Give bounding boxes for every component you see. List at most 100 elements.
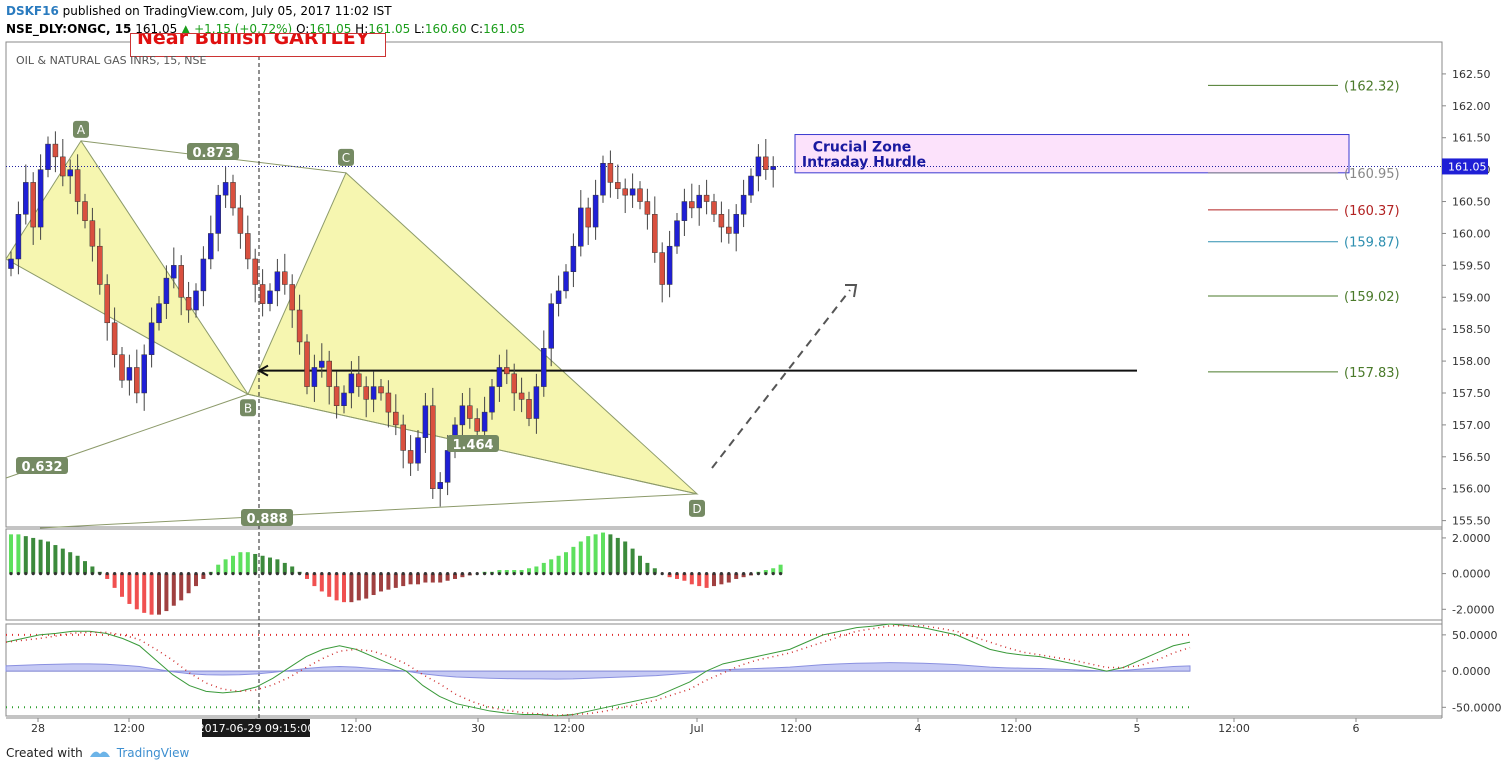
macd-bar	[630, 548, 635, 574]
candle	[615, 164, 621, 199]
x-tick-label: 28	[31, 722, 45, 735]
candle	[600, 155, 606, 203]
macd-bar	[504, 570, 509, 574]
pattern-point-marker	[689, 499, 705, 517]
macd-bar	[90, 566, 95, 574]
candle	[208, 215, 214, 270]
created-with-text: Created with	[6, 746, 83, 760]
macd-bar	[763, 570, 768, 574]
candle-body	[644, 201, 651, 215]
candle	[126, 354, 133, 396]
candle-body	[148, 322, 155, 355]
macd-bar	[231, 555, 235, 574]
macd-bar	[741, 573, 746, 578]
macd-signal-dot	[98, 572, 102, 576]
published-text: published on TradingView.com, July 05, 2…	[62, 4, 392, 18]
publisher-name[interactable]: DSKF16	[6, 4, 59, 18]
macd-bar	[290, 566, 295, 574]
pattern-ratio-label: 1.464	[452, 438, 493, 453]
candle	[82, 193, 88, 229]
candle-body	[104, 284, 110, 324]
candle	[740, 179, 747, 228]
candle	[511, 363, 517, 411]
close-label: C:	[470, 22, 484, 36]
candle-body	[341, 392, 347, 407]
macd-bar	[430, 573, 435, 583]
macd-signal-dot	[483, 572, 487, 576]
candle-body	[215, 194, 221, 234]
candle	[666, 230, 673, 298]
macd-signal-dot	[749, 572, 753, 576]
level-label: (160.95)	[1344, 167, 1400, 182]
macd-bar	[53, 545, 58, 574]
candle	[23, 164, 29, 225]
macd-signal-dot	[409, 572, 413, 576]
candle-body	[193, 290, 199, 311]
candle-body	[415, 437, 421, 464]
tradingview-brand[interactable]: TradingView	[116, 746, 190, 760]
candle-body	[245, 233, 251, 260]
candle-body	[666, 245, 673, 285]
macd-signal-dot	[327, 572, 331, 576]
macd-bar	[349, 573, 354, 603]
candle	[45, 136, 51, 178]
candle-body	[378, 386, 384, 394]
y-tick-label: 159.50	[1452, 259, 1491, 272]
candle-body	[437, 482, 443, 489]
candle-body	[748, 175, 754, 196]
y-tick-label: 157.00	[1452, 419, 1491, 432]
macd-bar	[105, 573, 110, 579]
macd-signal-dot	[527, 572, 531, 576]
macd-bar	[549, 559, 554, 574]
macd-signal-dot	[697, 572, 701, 576]
x-cursor-label: 2017-06-29 09:15:00	[198, 722, 315, 735]
macd-bar	[68, 552, 73, 574]
macd-bar	[586, 536, 591, 574]
candle-body	[481, 411, 488, 432]
candle-body	[37, 169, 44, 228]
price-change: ▲ +1.15 (+0.72%)	[181, 22, 293, 36]
y-tick-label: 158.50	[1452, 323, 1491, 336]
macd-signal-dot	[31, 572, 35, 576]
high-label: H:	[355, 22, 369, 36]
macd-signal-dot	[335, 572, 339, 576]
candle	[718, 201, 725, 243]
candle	[333, 371, 340, 419]
macd-signal-dot	[497, 572, 501, 576]
macd-signal-dot	[216, 572, 220, 576]
candle-body	[555, 290, 562, 304]
x-tick-label: 12:00	[780, 722, 812, 735]
candle-body	[15, 214, 22, 260]
candle-body	[770, 166, 776, 170]
publish-info: DSKF16 published on TradingView.com, Jul…	[6, 4, 392, 18]
y-tick-label: 156.50	[1452, 451, 1491, 464]
macd-bar	[238, 552, 243, 574]
macd-signal-dot	[512, 572, 516, 576]
candle-body	[222, 182, 229, 196]
macd-bar	[46, 541, 50, 574]
macd-signal-dot	[453, 572, 457, 576]
footer: Created with TradingView	[6, 746, 189, 760]
pattern-ratio-marker	[447, 435, 499, 452]
macd-signal-dot	[246, 572, 250, 576]
candle-body	[252, 258, 258, 285]
macd-signal-dot	[61, 572, 65, 576]
macd-bar	[734, 573, 739, 579]
macd-bar	[127, 573, 132, 604]
candle	[67, 159, 73, 194]
macd-signal-dot	[490, 572, 494, 576]
macd-signal-dot	[53, 572, 58, 576]
candle	[348, 361, 355, 409]
candle-body	[171, 265, 177, 279]
candle	[637, 181, 643, 210]
candle	[467, 387, 473, 429]
candle	[230, 174, 236, 216]
candle-body	[178, 265, 184, 298]
candle-body	[533, 386, 540, 419]
candle	[629, 173, 636, 208]
macd-bar	[9, 534, 13, 574]
candle	[548, 293, 554, 367]
candle-body	[674, 220, 680, 247]
candle-body	[689, 201, 695, 209]
